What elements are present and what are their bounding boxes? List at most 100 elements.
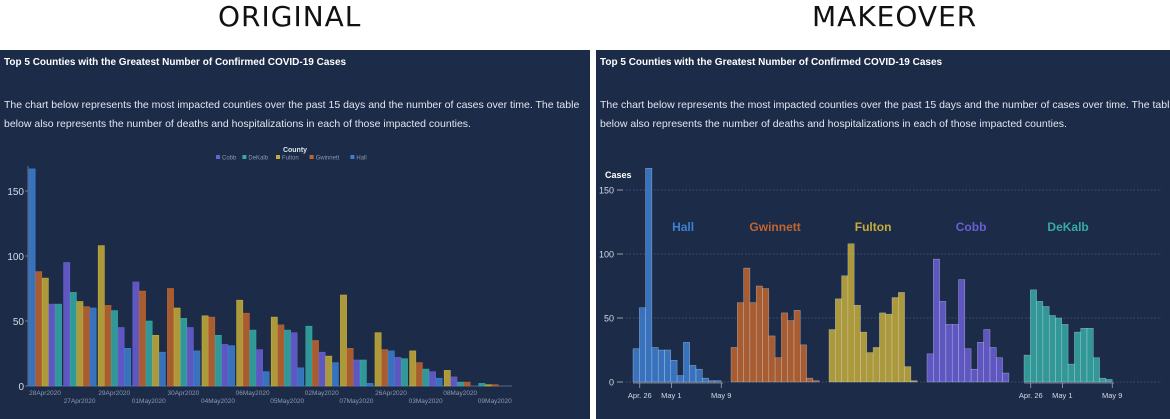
y-axis-title: Cases (605, 170, 632, 180)
panel-description: The chart below represents the most impa… (4, 99, 580, 130)
bar-fulton-2020-04-26 (835, 298, 842, 383)
bar-fulton-03May2020 (409, 350, 417, 387)
legend-swatch (350, 155, 355, 159)
bar-cobb-28Apr2020 (48, 303, 56, 387)
bar-dekalb-06May2020 (249, 329, 257, 387)
bar-fulton-2020-05-06 (898, 292, 905, 383)
bar-hall-2020-04-27 (645, 167, 653, 383)
bar-gwinnett-07May2020 (346, 347, 354, 387)
x-tick-label: 05May2020 (270, 398, 304, 405)
bar-dekalb-28Apr2020 (55, 303, 62, 387)
legend-label-dekalb: DeKalb (248, 156, 268, 162)
bar-cobb-2020-05-07 (1002, 372, 1010, 383)
bar-dekalb-2020-05-06 (1093, 357, 1100, 383)
bar-hall-2020-05-02 (676, 375, 684, 383)
bar-dekalb-08May2020 (457, 381, 464, 387)
bar-cobb-03May2020 (429, 371, 436, 387)
panel-description: The chart below represents the most impa… (600, 99, 1170, 130)
bar-hall-30Apr2020 (193, 350, 201, 387)
x-tick-label: 01May2020 (132, 398, 166, 405)
original-chart: County Cobb DeKalb Fulton Gwinnett Hall 0 50 100… (7, 147, 512, 405)
bar-gwinnett-2020-05-06 (800, 344, 807, 383)
x-tick-label: 09May2020 (478, 398, 512, 405)
x-tick-label: Apr. 26 (1019, 391, 1043, 400)
bar-fulton-09May2020 (485, 384, 492, 387)
bar-dekalb-27Apr2020 (69, 292, 77, 387)
bar-cobb-05May2020 (290, 332, 298, 387)
bar-fulton-2020-05-04 (885, 313, 893, 383)
bar-hall-2020-05-04 (689, 365, 697, 383)
original-heading: ORIGINAL (218, 0, 362, 33)
x-tick-label: 27Apr2020 (64, 398, 96, 405)
county-label-cobb: Cobb (956, 220, 987, 234)
bar-gwinnett-09May2020 (491, 384, 499, 387)
bar-fulton-2020-04-29 (853, 304, 861, 383)
x-tick-label: 07May2020 (339, 398, 373, 405)
bar-gwinnett-06May2020 (242, 312, 250, 387)
bar-dekalb-29Apr2020 (111, 310, 118, 387)
bar-dekalb-2020-05-03 (1074, 331, 1081, 383)
legend-label-hall: Hall (356, 156, 366, 162)
bar-gwinnett-30Apr2020 (167, 288, 174, 387)
bar-dekalb-05May2020 (284, 329, 291, 387)
bar-hall-2020-05-07 (708, 380, 716, 383)
bar-dekalb-30Apr2020 (180, 318, 188, 387)
legend-label-gwinnett: Gwinnett (316, 156, 340, 162)
bar-dekalb-2020-05-04 (1080, 327, 1088, 383)
bar-fulton-2020-05-05 (891, 297, 899, 383)
legend-swatch (309, 155, 314, 159)
bar-hall-05May2020 (297, 367, 305, 387)
bar-gwinnett-03May2020 (415, 362, 423, 387)
bar-fulton-2020-05-07 (904, 366, 912, 383)
bar-hall-2020-04-28 (651, 347, 659, 383)
bar-cobb-06May2020 (256, 349, 263, 387)
bar-gwinnett-27Apr2020 (83, 306, 90, 387)
x-tick-label: 02May2020 (305, 390, 339, 397)
bar-fulton-2020-04-27 (841, 275, 849, 383)
bar-hall-28Apr2020 (28, 168, 36, 387)
bar-gwinnett-02May2020 (312, 340, 319, 387)
bar-cobb-2020-04-28 (945, 324, 953, 383)
bar-fulton-07May2020 (340, 294, 347, 387)
bar-dekalb-07May2020 (359, 359, 367, 387)
panel-title: Top 5 Counties with the Greatest Number … (4, 57, 347, 68)
bar-cobb-2020-05-05 (989, 347, 997, 383)
bar-cobb-2020-04-30 (958, 279, 966, 383)
makeover-heading: MAKEOVER (812, 0, 978, 33)
x-tick-label: 30Apr2020 (167, 390, 199, 397)
bar-cobb-2020-05-06 (996, 357, 1003, 383)
bar-hall-03May2020 (435, 377, 443, 387)
bar-hall-2020-04-25 (632, 348, 640, 383)
bar-cobb-2020-05-01 (964, 348, 972, 383)
bar-cobb-2020-05-02 (970, 368, 978, 383)
panel-title: Top 5 Counties with the Greatest Number … (600, 57, 943, 68)
bar-fulton-2020-05-01 (866, 352, 874, 383)
legend-swatch (216, 155, 220, 159)
x-tick-label: May 9 (1102, 391, 1122, 400)
bar-gwinnett-2020-04-29 (755, 285, 763, 383)
bar-cobb-04May2020 (221, 344, 229, 387)
x-tick-label: 28Apr2020 (29, 390, 61, 397)
bar-gwinnett-04May2020 (208, 316, 216, 387)
bar-hall-2020-05-03 (683, 342, 690, 383)
bar-fulton-2020-05-08 (910, 380, 918, 383)
bar-hall-01May2020 (158, 351, 166, 387)
bar-cobb-2020-04-29 (951, 324, 959, 383)
bar-hall-27Apr2020 (89, 307, 97, 387)
x-tick-label: Apr. 26 (628, 391, 652, 400)
bar-cobb-01May2020 (132, 281, 140, 387)
x-tick-label: 08May2020 (443, 390, 477, 397)
bar-gwinnett-2020-05-07 (806, 377, 814, 383)
bar-hall-02May2020 (331, 362, 339, 387)
bar-fulton-2020-04-30 (860, 331, 868, 383)
y-tick-label: 0 (609, 378, 614, 388)
makeover-chart: Cases 0 50 100 150 Hall Apr. 26 May 1 May 9 Gwinn… (599, 167, 1162, 400)
legend-swatch (276, 155, 280, 159)
bar-hall-04May2020 (228, 345, 235, 387)
y-tick-label: 50 (604, 314, 614, 324)
bar-cobb-2020-04-25 (926, 353, 934, 383)
bar-dekalb-2020-04-29 (1048, 315, 1056, 383)
bar-dekalb-26Apr2020 (401, 358, 408, 387)
y-tick-label: 100 (7, 252, 24, 263)
bar-gwinnett-2020-05-02 (774, 357, 782, 383)
